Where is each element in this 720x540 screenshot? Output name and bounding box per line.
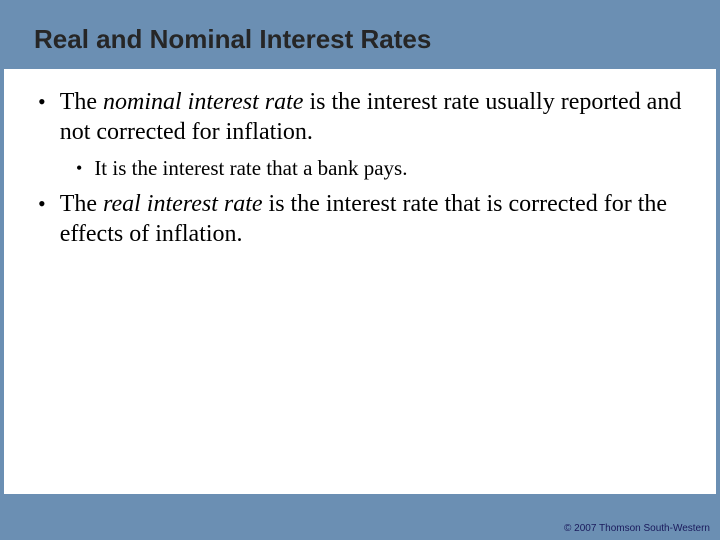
italic-term: real interest rate: [103, 191, 263, 217]
italic-term: nominal interest rate: [103, 89, 303, 115]
bullet-text: It is the interest rate that a bank pays…: [94, 155, 407, 181]
bullet-text: The real interest rate is the interest r…: [60, 189, 688, 249]
title-bar: Real and Nominal Interest Rates: [0, 0, 720, 69]
bullet-dot: •: [76, 155, 82, 181]
content-area: • The nominal interest rate is the inter…: [4, 69, 716, 494]
text-span: The: [60, 191, 103, 217]
bullet-dot: •: [38, 189, 46, 219]
bullet-text: The nominal interest rate is the interes…: [60, 87, 688, 147]
text-span: The: [60, 89, 103, 115]
bullet-dot: •: [38, 87, 46, 117]
copyright-footer: © 2007 Thomson South-Western: [564, 523, 710, 534]
slide-title: Real and Nominal Interest Rates: [34, 24, 720, 55]
bullet-level1: • The nominal interest rate is the inter…: [32, 87, 688, 147]
bullet-level1: • The real interest rate is the interest…: [32, 189, 688, 249]
bullet-level2: • It is the interest rate that a bank pa…: [76, 155, 688, 181]
